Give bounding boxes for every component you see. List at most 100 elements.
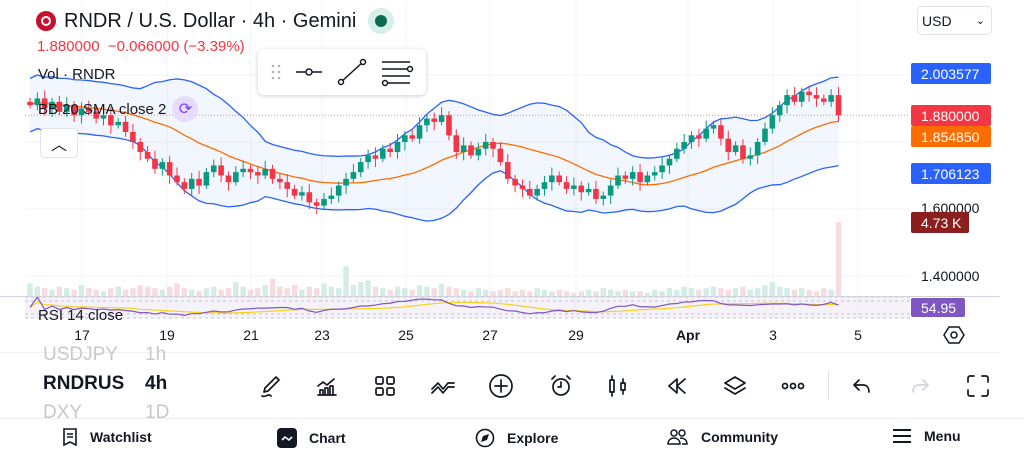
interval-item[interactable]: 1h — [145, 346, 167, 365]
layers-button[interactable] — [719, 370, 751, 402]
symbol-title[interactable]: RNDR / U.S. Dollar · 4h · Gemini — [36, 8, 395, 34]
nav-label: Chart — [309, 430, 346, 446]
draw-button[interactable] — [254, 370, 286, 402]
volume-bar — [519, 289, 526, 296]
date-tick: Apr — [675, 327, 701, 343]
chart-settings-icon[interactable] — [943, 325, 965, 345]
volume-bar — [578, 291, 584, 296]
fullscreen-button[interactable] — [962, 370, 994, 402]
more-button[interactable] — [777, 370, 809, 402]
nav-label: Menu — [924, 428, 961, 444]
add-button[interactable] — [485, 370, 517, 402]
interval-item[interactable]: 1D — [145, 402, 170, 418]
templates-icon — [375, 376, 395, 396]
volume-bar — [446, 286, 452, 296]
replay-button[interactable] — [661, 370, 693, 402]
volume-bar — [144, 286, 151, 296]
candle-body — [512, 178, 518, 186]
interval-item-selected[interactable]: 4h — [145, 373, 168, 394]
candle-body — [747, 155, 754, 159]
redo-button[interactable] — [904, 370, 936, 402]
date-tick: 23 — [314, 327, 330, 343]
volume-bar — [130, 288, 136, 296]
candle-body — [696, 135, 702, 139]
templates-button[interactable] — [369, 370, 401, 402]
candle-body — [835, 95, 842, 116]
volume-bar — [115, 286, 121, 296]
fullscreen-icon — [967, 375, 989, 397]
candle-body — [593, 188, 599, 199]
nav-explore[interactable]: Explore — [475, 428, 558, 448]
candle-body — [424, 118, 430, 126]
candle-body — [255, 172, 261, 176]
bb-basis-label: 1.854850 — [911, 126, 991, 147]
candle-body — [174, 175, 180, 183]
volume-bar — [64, 288, 70, 296]
volume-bar — [284, 288, 290, 296]
candle-body — [196, 178, 202, 186]
volume-bar — [644, 292, 651, 296]
bb-basis-line — [29, 101, 839, 186]
symbol-picker[interactable]: USDJPY 1h RNDRUS 4h DXY 1D — [43, 346, 183, 418]
alert-button[interactable] — [545, 370, 577, 402]
chart-type-button[interactable] — [602, 370, 634, 402]
nav-chart[interactable]: Chart — [277, 428, 346, 448]
nav-menu[interactable]: Menu — [892, 428, 961, 444]
collapse-legend-button[interactable]: ︿ — [40, 128, 78, 158]
volume-bar — [240, 286, 246, 296]
volume-bar — [791, 289, 798, 296]
volume-bar — [483, 289, 489, 296]
bb-legend[interactable]: BB 20 SMA close 2 ⟳ — [38, 96, 199, 122]
bb-label: BB 20 SMA close 2 — [38, 100, 167, 118]
indicators-button[interactable] — [311, 370, 343, 402]
volume-bar — [468, 291, 474, 296]
parallel-lines-icon[interactable] — [380, 57, 414, 87]
drag-handle-icon[interactable] — [270, 62, 282, 82]
nav-community[interactable]: Community — [667, 428, 778, 446]
trend-line-icon[interactable] — [336, 57, 368, 87]
volume-bar — [806, 289, 812, 296]
candle-body — [152, 158, 158, 169]
undo-button[interactable] — [846, 370, 878, 402]
rsi-legend[interactable]: RSI 14 close — [38, 307, 124, 320]
price-chart[interactable] — [0, 0, 1024, 352]
compare-button[interactable] — [427, 370, 459, 402]
candle-body — [585, 188, 592, 193]
candle-body — [321, 198, 327, 206]
candle-body — [563, 182, 570, 189]
candle-body — [651, 172, 658, 176]
candle-body — [813, 95, 820, 99]
chart-type-icon — [609, 375, 626, 397]
volume-bar — [211, 286, 217, 296]
candle-body — [100, 115, 107, 119]
refresh-icon[interactable]: ⟳ — [172, 96, 199, 122]
undo-icon — [853, 379, 870, 393]
symbol-item-selected[interactable]: RNDRUS — [43, 373, 125, 394]
candle-body — [527, 188, 533, 196]
candle-body — [519, 185, 526, 189]
nav-watchlist[interactable]: Watchlist — [62, 428, 152, 446]
candle-body — [718, 125, 724, 139]
currency-select[interactable]: USD ⌄ — [917, 6, 992, 35]
symbol-item[interactable]: USDJPY — [43, 346, 118, 365]
candle-body — [328, 195, 335, 199]
volume-bar — [622, 289, 629, 296]
candle-body — [556, 175, 562, 183]
compass-icon — [475, 428, 495, 448]
candle-body — [828, 95, 834, 102]
candle-body — [497, 148, 504, 163]
volume-bar — [571, 292, 577, 296]
volume-legend[interactable]: Vol · RNDR — [38, 66, 116, 83]
volume-bar — [42, 288, 48, 296]
volume-bar — [769, 281, 776, 296]
symbol-item[interactable]: DXY — [43, 402, 83, 418]
volume-bar — [372, 286, 379, 296]
horizontal-line-icon[interactable] — [294, 62, 324, 82]
candle-body — [343, 178, 349, 186]
volume-bar — [380, 288, 386, 296]
candle-body — [350, 172, 357, 179]
volume-bar — [291, 285, 298, 296]
volume-bar — [505, 288, 511, 296]
volume-bar — [813, 291, 820, 296]
candle-body — [372, 155, 379, 159]
